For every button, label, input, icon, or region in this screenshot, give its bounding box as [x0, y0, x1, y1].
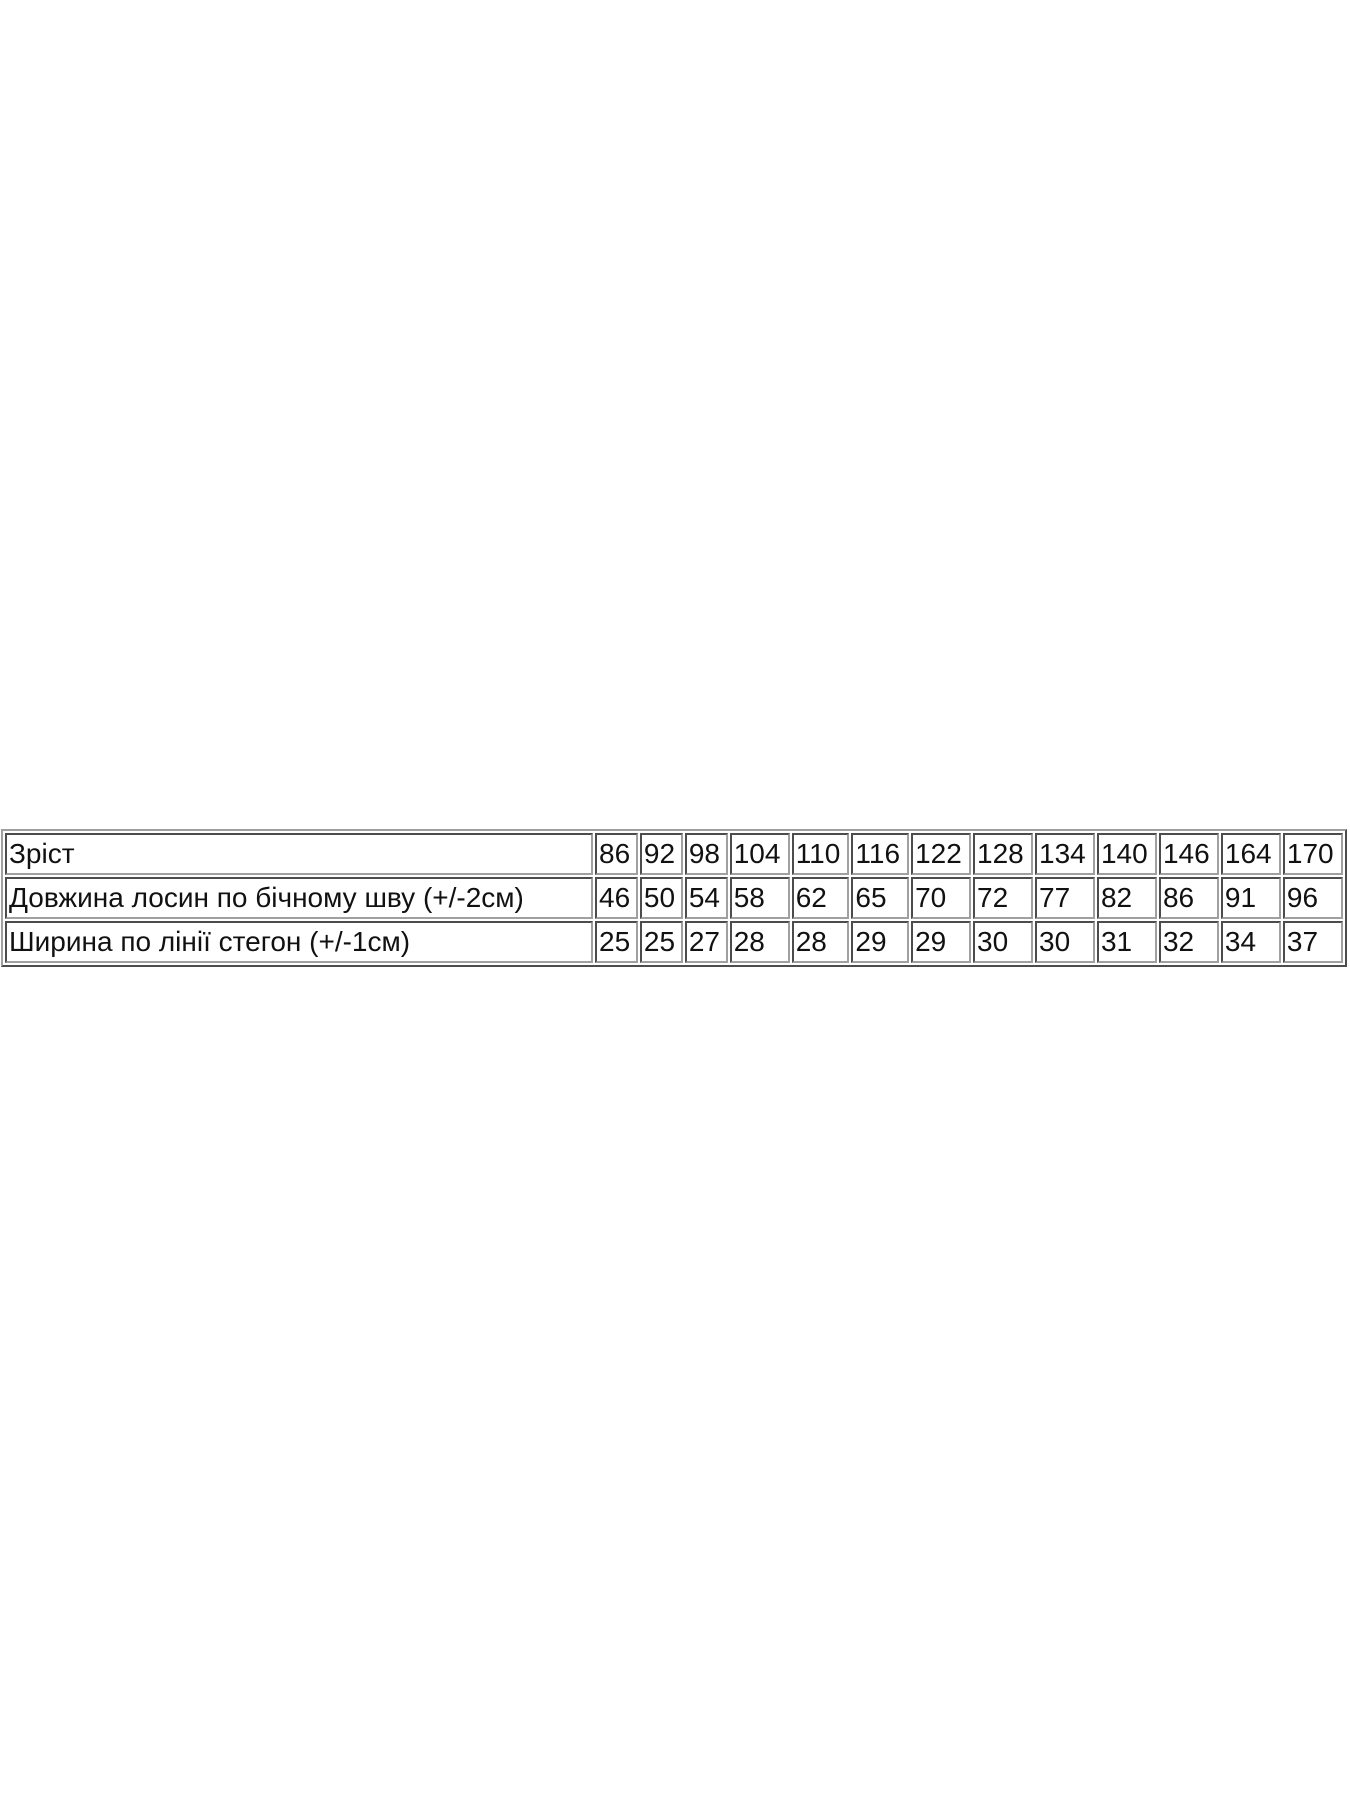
table-cell: 92	[639, 833, 683, 875]
table-cell: 29	[911, 921, 972, 963]
table-cell: 72	[973, 877, 1033, 919]
table-cell: 104	[729, 833, 790, 875]
table-cell: 31	[1096, 921, 1157, 963]
row-legging-length: Довжина лосин по бічному шву (+/-2см) 46 5…	[5, 877, 1343, 919]
table-cell: 98	[684, 833, 728, 875]
table-cell: 28	[729, 921, 790, 963]
table-cell: 46	[595, 877, 638, 919]
table-cell: 27	[684, 921, 728, 963]
table-cell: 134	[1035, 833, 1095, 875]
table-cell: 32	[1158, 921, 1219, 963]
table-cell: 128	[973, 833, 1033, 875]
table-cell: 34	[1220, 921, 1281, 963]
table-cell: 50	[639, 877, 683, 919]
table-cell: 29	[851, 921, 910, 963]
table-cell: 170	[1282, 833, 1343, 875]
table-cell: 146	[1158, 833, 1219, 875]
table-cell: 82	[1096, 877, 1157, 919]
table-cell: 86	[595, 833, 638, 875]
table-cell: 65	[851, 877, 910, 919]
table-cell: 164	[1220, 833, 1281, 875]
table-cell: 96	[1282, 877, 1343, 919]
table-cell: 140	[1096, 833, 1157, 875]
row-height: Зріст 86 92 98 104 110 116 122 128 134 140 146 164 17…	[5, 833, 1343, 875]
table-cell: 28	[791, 921, 850, 963]
table-cell: 86	[1158, 877, 1219, 919]
table-cell: 70	[911, 877, 972, 919]
table-cell: 25	[595, 921, 638, 963]
table-cell: 116	[851, 833, 910, 875]
row-label: Ширина по лінії стегон (+/-1см)	[5, 921, 593, 963]
table-cell: 37	[1282, 921, 1343, 963]
table-cell: 54	[684, 877, 728, 919]
table-cell: 110	[791, 833, 850, 875]
table-cell: 62	[791, 877, 850, 919]
row-label: Довжина лосин по бічному шву (+/-2см)	[5, 877, 593, 919]
size-chart-table: Зріст 86 92 98 104 110 116 122 128 134 140 146 164 17…	[1, 829, 1347, 967]
table-cell: 58	[729, 877, 790, 919]
table-cell: 91	[1220, 877, 1281, 919]
table-cell: 30	[1035, 921, 1095, 963]
table-cell: 77	[1035, 877, 1095, 919]
row-label: Зріст	[5, 833, 593, 875]
table-cell: 122	[911, 833, 972, 875]
row-hip-width: Ширина по лінії стегон (+/-1см) 25 25 27 28 2…	[5, 921, 1343, 963]
table-cell: 25	[639, 921, 683, 963]
table-cell: 30	[973, 921, 1033, 963]
